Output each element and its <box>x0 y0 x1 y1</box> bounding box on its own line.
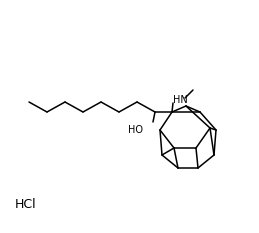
Text: HO: HO <box>128 125 143 135</box>
Text: HCl: HCl <box>15 199 37 212</box>
Text: HN: HN <box>173 95 188 105</box>
